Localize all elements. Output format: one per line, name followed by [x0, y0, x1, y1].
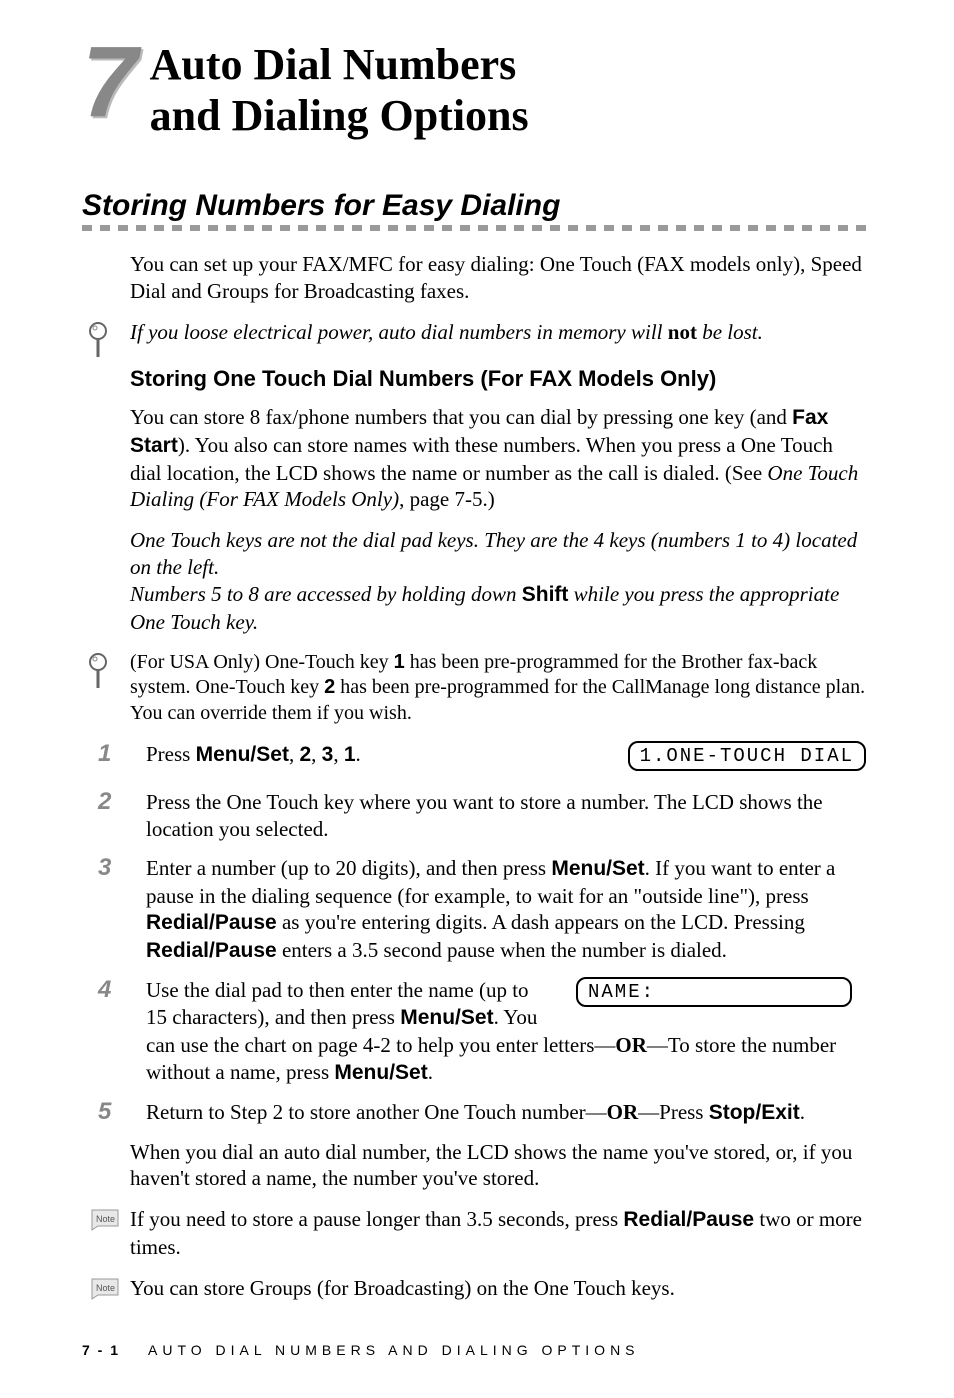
- s3-pre: Enter a number (up to 20 digits), and th…: [146, 856, 551, 880]
- step-number: 2: [82, 789, 146, 815]
- para-store-pre: You can store 8 fax/phone numbers that y…: [130, 405, 792, 429]
- chapter-title: Auto Dial Numbers and Dialing Options: [150, 40, 529, 141]
- s5-mid: —Press: [638, 1100, 709, 1124]
- step-4: 4 NAME: Use the dial pad to then enter t…: [82, 977, 866, 1087]
- note1-pre: If you need to store a pause longer than…: [130, 1207, 623, 1231]
- para-store: You can store 8 fax/phone numbers that y…: [130, 404, 866, 514]
- step-2-body: Press the One Touch key where you want t…: [146, 789, 866, 843]
- note-icon: Note: [88, 1208, 120, 1237]
- step-5: 5 Return to Step 2 to store another One …: [82, 1099, 866, 1127]
- tip1-pre: If you loose electrical power, auto dial…: [130, 320, 668, 344]
- s1-post: .: [356, 742, 361, 766]
- step-5-body: Return to Step 2 to store another One To…: [146, 1099, 866, 1127]
- page-footer: 7 - 1 AUTO DIAL NUMBERS AND DIALING OPTI…: [82, 1342, 866, 1358]
- para-store-mid: ). You also can store names with these n…: [130, 433, 833, 485]
- chapter-header: 7 Auto Dial Numbers and Dialing Options: [82, 40, 866, 141]
- dashed-rule: [82, 225, 866, 231]
- svg-text:Note: Note: [96, 1283, 115, 1293]
- s1-c2: ,: [311, 742, 322, 766]
- tip-usa-text: (For USA Only) One-Touch key 1 has been …: [130, 650, 866, 727]
- s5-post: .: [800, 1100, 805, 1124]
- after-steps-paragraph: When you dial an auto dial number, the L…: [130, 1139, 866, 1193]
- note1-body: If you need to store a pause longer than…: [130, 1206, 866, 1261]
- s3-b2: Redial/Pause: [146, 911, 277, 934]
- subsection-heading: Storing One Touch Dial Numbers (For FAX …: [130, 366, 866, 392]
- s5-b1: Stop/Exit: [709, 1101, 800, 1124]
- s1-b3: 3: [322, 743, 334, 766]
- s1-pre: Press: [146, 742, 196, 766]
- step-number: 1: [82, 741, 146, 767]
- note-groups: Note You can store Groups (for Broadcast…: [82, 1275, 866, 1302]
- s1-c1: ,: [289, 742, 300, 766]
- svg-text:Note: Note: [96, 1214, 115, 1224]
- para-keys-line1: One Touch keys are not the dial pad keys…: [130, 528, 857, 579]
- step-number: 3: [82, 855, 146, 881]
- step-4-body: NAME: Use the dial pad to then enter the…: [146, 977, 866, 1087]
- step-number: 4: [82, 977, 146, 1003]
- tip-usa-preprogrammed: (For USA Only) One-Touch key 1 has been …: [82, 650, 866, 727]
- s1-b1: Menu/Set: [196, 743, 289, 766]
- footer-chapter-title: AUTO DIAL NUMBERS AND DIALING OPTIONS: [148, 1342, 640, 1358]
- s5-or: OR: [607, 1100, 639, 1124]
- s1-b2: 2: [299, 743, 311, 766]
- note-icon: Note: [88, 1277, 120, 1306]
- note-pause-length: Note If you need to store a pause longer…: [82, 1206, 866, 1261]
- step-number: 5: [82, 1099, 146, 1125]
- lcd-text-2: NAME:: [576, 977, 852, 1007]
- step-3: 3 Enter a number (up to 20 digits), and …: [82, 855, 866, 966]
- tip2-b1: 1: [394, 651, 405, 673]
- tip-power-loss: If you loose electrical power, auto dial…: [82, 319, 866, 346]
- s3-post: enters a 3.5 second pause when the numbe…: [277, 938, 727, 962]
- s4-b2: Menu/Set: [334, 1061, 427, 1084]
- para-keys-line2-pre: Numbers 5 to 8 are accessed by holding d…: [130, 582, 522, 606]
- tip2-pre: (For USA Only) One-Touch key: [130, 651, 394, 673]
- tip1-bold: not: [668, 320, 697, 344]
- note2-body: You can store Groups (for Broadcasting) …: [130, 1275, 866, 1302]
- s1-b4: 1: [344, 743, 356, 766]
- chapter-number: 7: [82, 40, 138, 125]
- s5-pre: Return to Step 2 to store another One To…: [146, 1100, 607, 1124]
- step-1-text: Press Menu/Set, 2, 3, 1.: [146, 741, 628, 771]
- lcd-display-2: NAME:: [576, 977, 866, 1007]
- tip-power-loss-text: If you loose electrical power, auto dial…: [130, 319, 866, 346]
- s4-post: .: [428, 1060, 433, 1084]
- s3-b1: Menu/Set: [551, 857, 644, 880]
- para-store-post: , page 7-5.): [399, 487, 495, 511]
- lcd-display-1: 1.ONE-TOUCH DIAL: [628, 741, 866, 771]
- s3-b3: Redial/Pause: [146, 939, 277, 962]
- footer-page-number: 7 - 1: [82, 1342, 120, 1358]
- para-keys: One Touch keys are not the dial pad keys…: [130, 527, 866, 636]
- step-1-body: Press Menu/Set, 2, 3, 1. 1.ONE-TOUCH DIA…: [146, 741, 866, 771]
- magnifier-icon: [86, 321, 118, 359]
- tip2-b2: 2: [324, 676, 335, 698]
- chapter-title-line-2: and Dialing Options: [150, 91, 529, 140]
- s1-c3: ,: [333, 742, 344, 766]
- section-heading: Storing Numbers for Easy Dialing: [82, 189, 866, 223]
- intro-paragraph: You can set up your FAX/MFC for easy dia…: [130, 251, 866, 305]
- shift-label: Shift: [522, 583, 569, 606]
- s4-or: OR: [615, 1033, 647, 1057]
- s3-mid2: as you're entering digits. A dash appear…: [277, 910, 805, 934]
- lcd-text-1: 1.ONE-TOUCH DIAL: [628, 741, 866, 771]
- magnifier-icon: [86, 652, 118, 690]
- step-2: 2 Press the One Touch key where you want…: [82, 789, 866, 843]
- note1-b1: Redial/Pause: [623, 1208, 754, 1231]
- tip1-post: be lost.: [697, 320, 763, 344]
- chapter-title-line-1: Auto Dial Numbers: [150, 40, 517, 89]
- step-1: 1 Press Menu/Set, 2, 3, 1. 1.ONE-TOUCH D…: [82, 741, 866, 771]
- step-3-body: Enter a number (up to 20 digits), and th…: [146, 855, 866, 966]
- s4-b1: Menu/Set: [400, 1006, 493, 1029]
